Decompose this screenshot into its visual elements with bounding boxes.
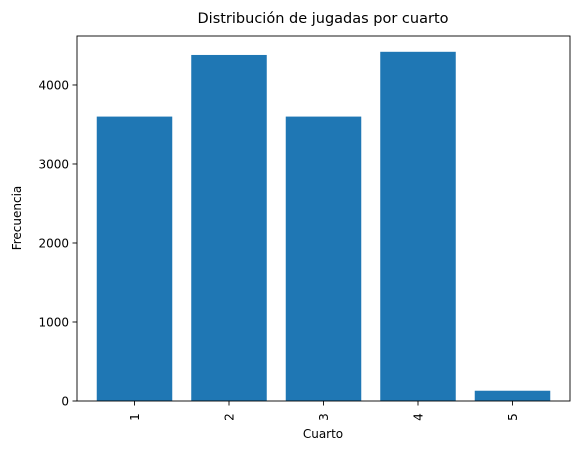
bar-4: [380, 51, 456, 401]
bar-3: [285, 116, 362, 402]
y-tick-label: 2000: [38, 236, 69, 250]
y-axis: 0 1000 2000 3000 4000: [38, 78, 77, 408]
x-axis-label: Cuarto: [303, 427, 343, 441]
y-tick-label: 1000: [38, 315, 69, 329]
x-tick-label: 2: [222, 413, 236, 421]
x-tick-label: 1: [128, 413, 142, 421]
chart-title: Distribución de jugadas por cuarto: [198, 11, 449, 27]
bar-1: [96, 116, 173, 402]
y-tick-label: 4000: [38, 78, 69, 92]
y-axis-label: Frecuencia: [10, 186, 24, 251]
bar-5: [474, 390, 551, 401]
plot-area: [76, 35, 571, 402]
bar-2: [191, 54, 267, 402]
x-tick-label: 5: [506, 413, 520, 421]
y-tick-label: 0: [61, 394, 69, 408]
y-tick-label: 3000: [38, 157, 69, 171]
x-tick-label: 4: [411, 413, 425, 421]
x-tick-label: 3: [317, 413, 331, 421]
x-axis: 1 2 3 4 5: [128, 401, 520, 421]
